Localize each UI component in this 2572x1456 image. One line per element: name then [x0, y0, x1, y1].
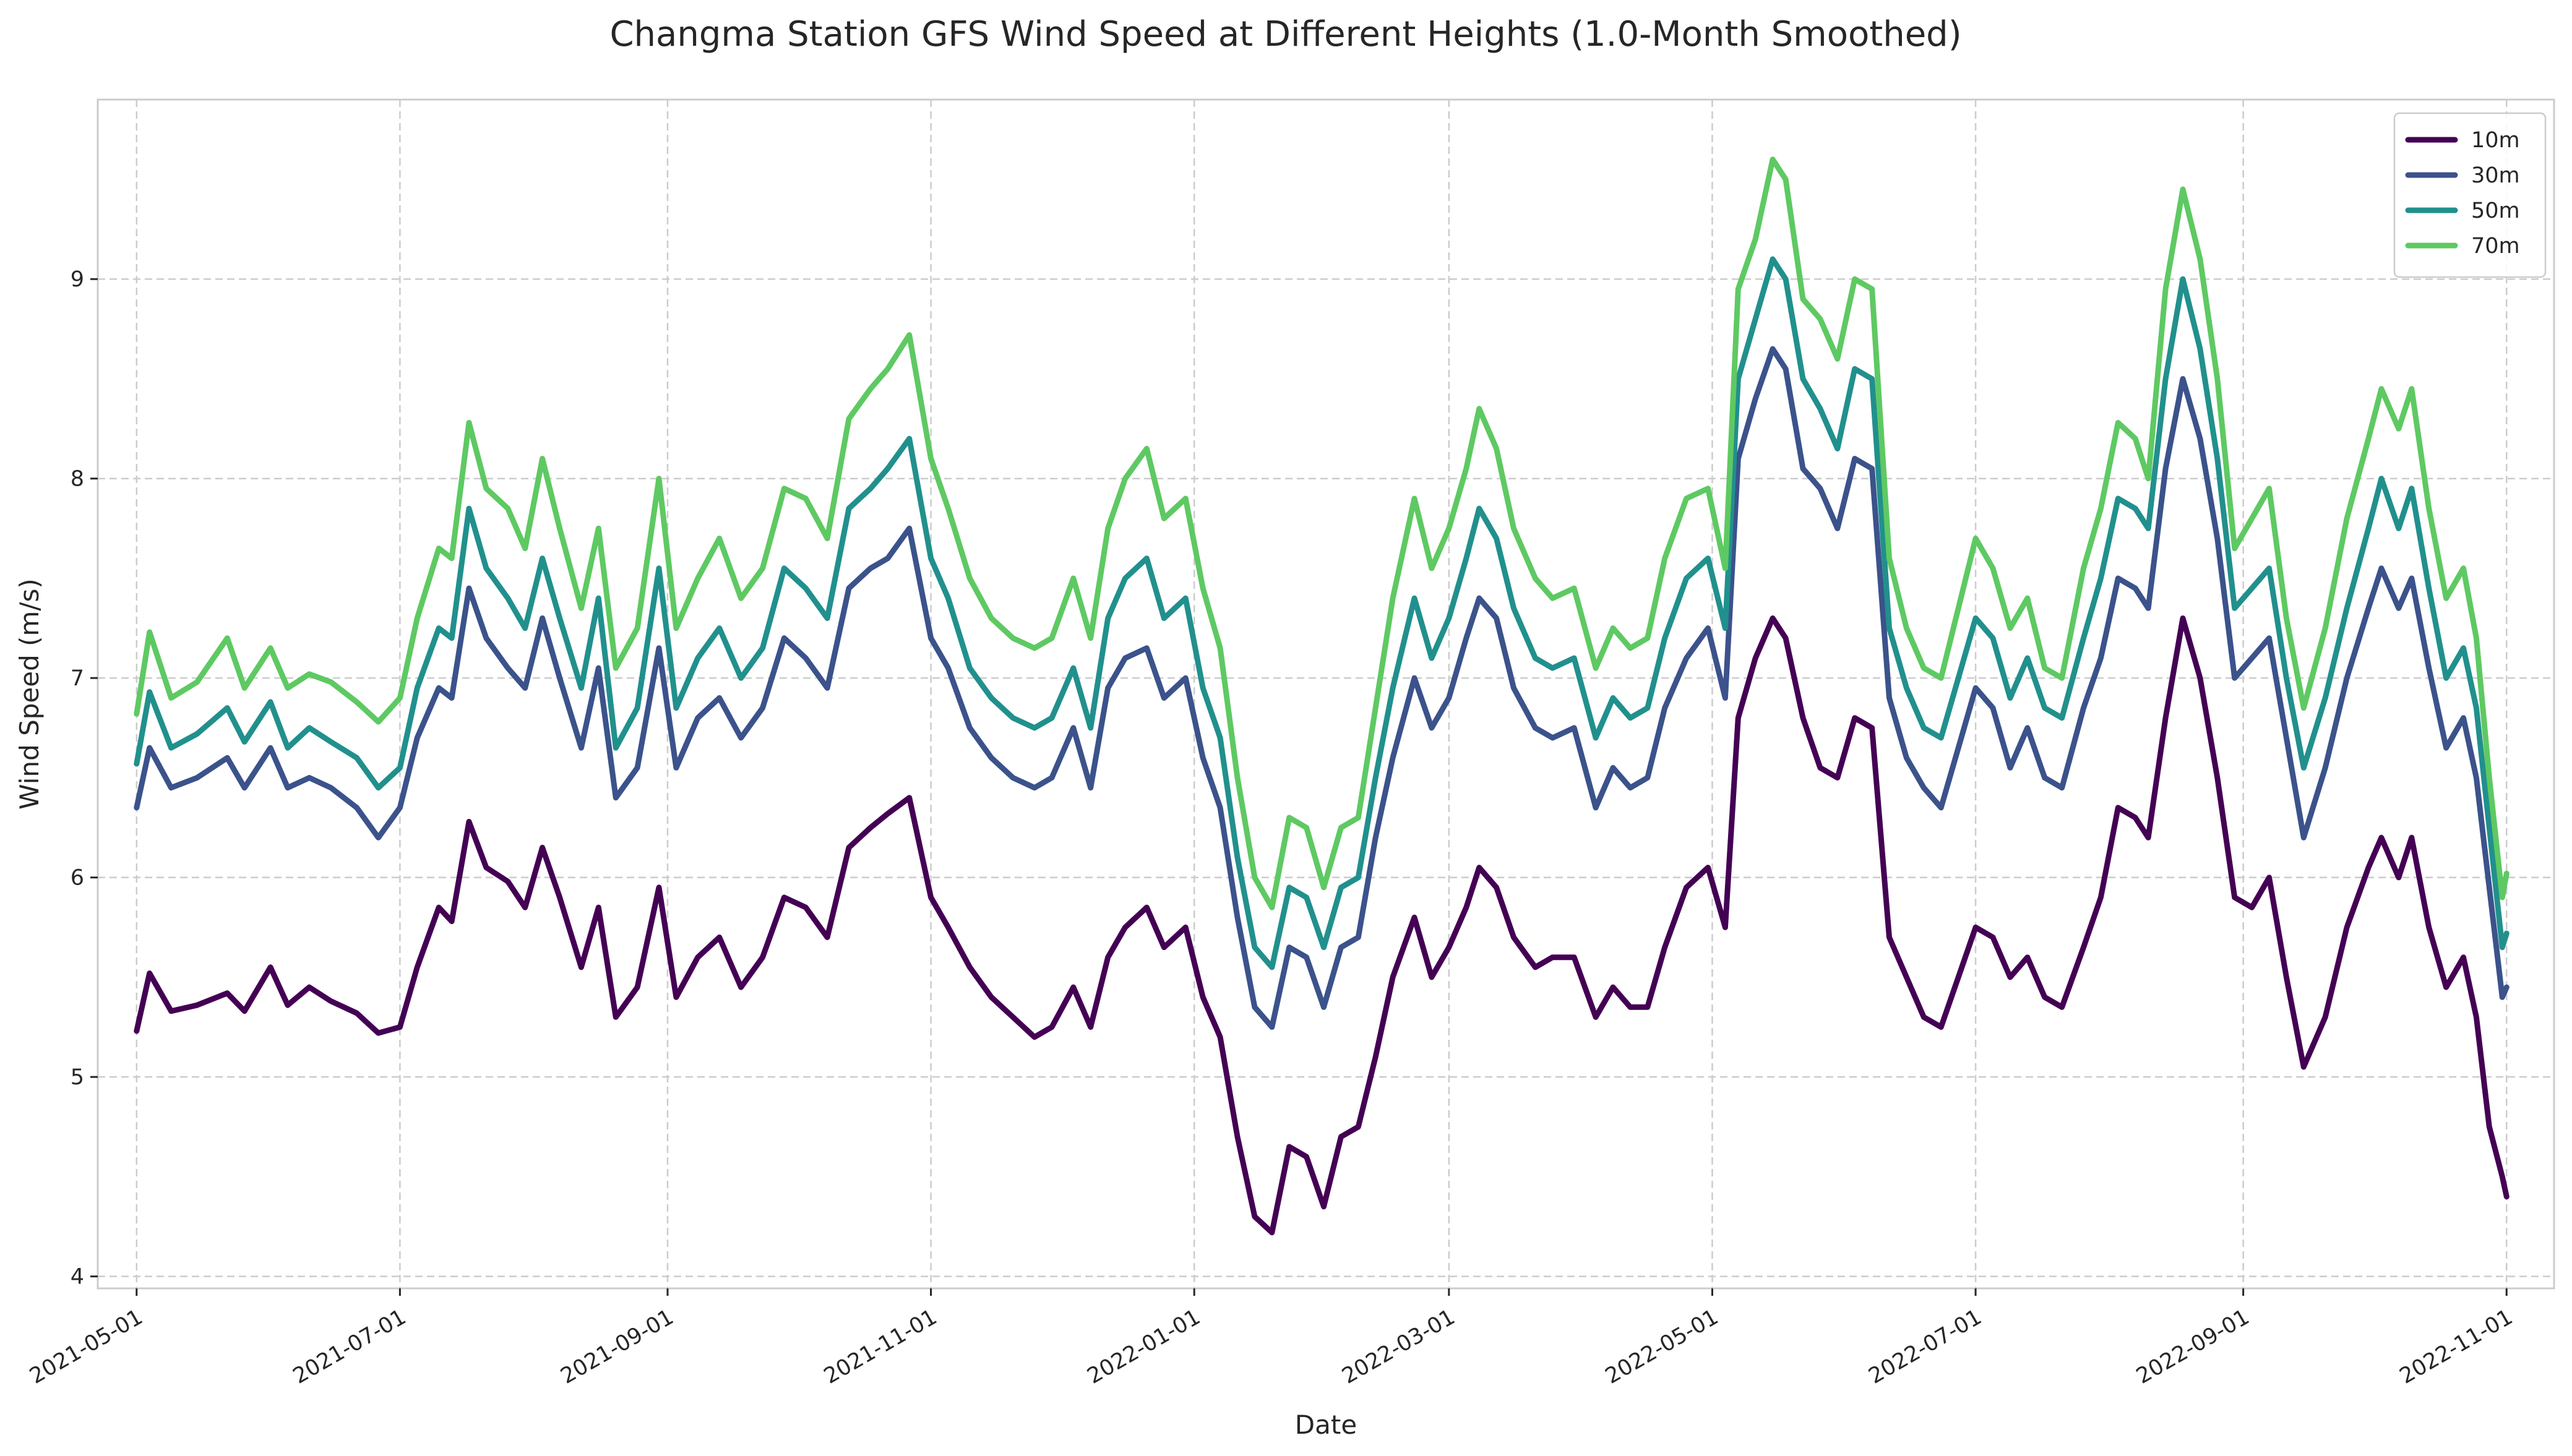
series-line-50m	[134, 256, 2510, 970]
legend-label-50m: 50m	[2471, 199, 2520, 223]
x-tick-label: 2022-05-01	[1601, 1304, 1723, 1389]
x-tick-label: 2022-07-01	[1865, 1304, 1986, 1389]
x-axis: 2021-05-01 2021-07-01 2021-09-01 2021-11-01…	[25, 1288, 2517, 1389]
x-tick-label: 2022-11-01	[2396, 1304, 2517, 1389]
y-tick-label: 4	[71, 1265, 84, 1290]
x-tick-label: 2021-05-01	[25, 1304, 147, 1389]
x-tick-label: 2021-11-01	[820, 1304, 941, 1389]
plot-frame	[97, 98, 2555, 1290]
x-tick-label: 2021-09-01	[557, 1304, 678, 1389]
legend-label-70m: 70m	[2471, 234, 2520, 259]
y-tick-label: 7	[71, 666, 84, 691]
plot-lines	[134, 156, 2510, 1236]
x-tick-label: 2022-09-01	[2132, 1304, 2253, 1389]
y-tick-label: 8	[71, 467, 84, 492]
y-axis: 4 5 6 7 8 9	[71, 267, 98, 1290]
chart-title: Changma Station GFS Wind Speed at Differ…	[609, 14, 1961, 54]
x-tick-label: 2022-01-01	[1083, 1304, 1205, 1389]
legend: 10m 30m 50m 70m	[2393, 112, 2547, 278]
y-tick-label: 6	[71, 866, 84, 891]
series-line-30m	[134, 346, 2510, 1030]
legend-label-30m: 30m	[2471, 163, 2520, 188]
series-line-10m	[134, 615, 2510, 1236]
series-line-70m	[134, 156, 2510, 910]
gridlines	[98, 100, 2554, 1288]
y-tick-label: 9	[71, 267, 84, 292]
x-tick-label: 2022-03-01	[1338, 1304, 1459, 1389]
x-tick-label: 2021-07-01	[289, 1304, 410, 1389]
legend-label-10m: 10m	[2471, 128, 2520, 153]
legend-frame	[2393, 112, 2547, 278]
x-axis-label: Date	[1295, 1410, 1357, 1440]
y-axis-label: Wind Speed (m/s)	[14, 578, 45, 810]
y-tick-label: 5	[71, 1065, 84, 1090]
